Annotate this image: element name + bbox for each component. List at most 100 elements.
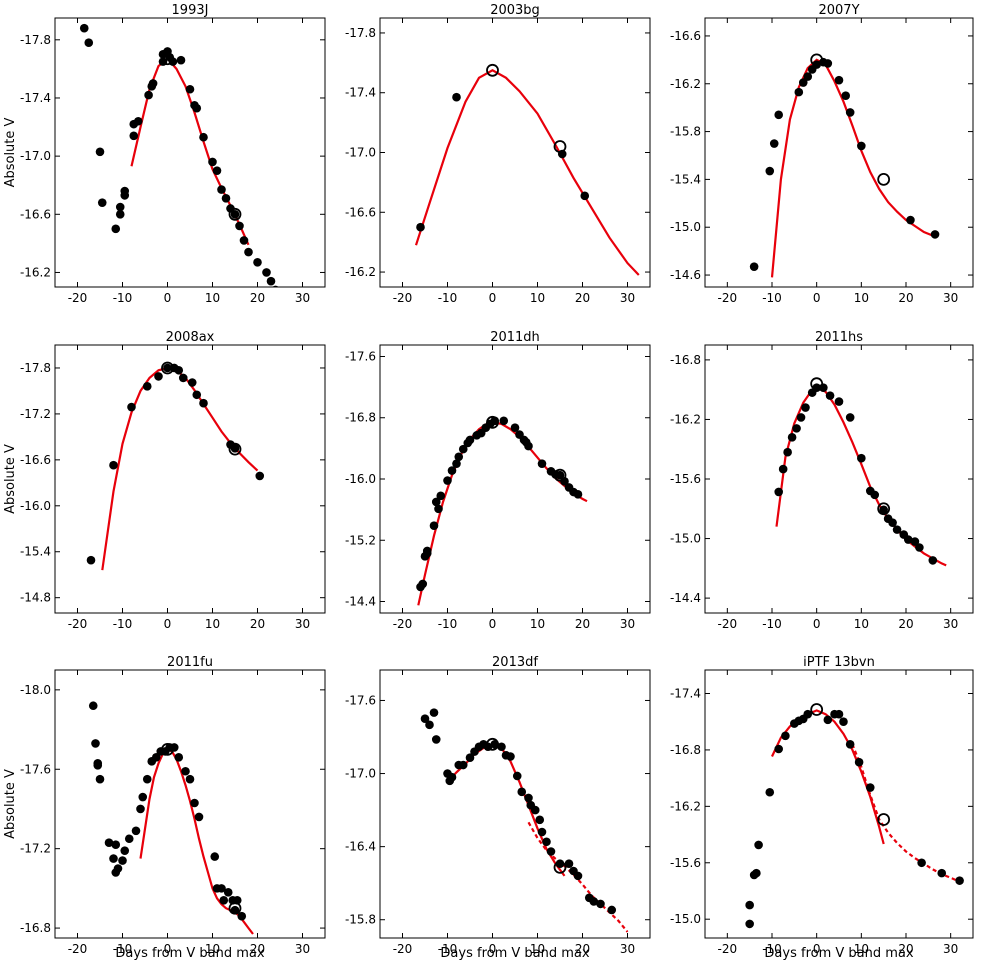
x-tick-label: -20 (393, 942, 413, 956)
data-point (138, 792, 148, 802)
x-tick-label: 30 (295, 942, 310, 956)
open-marker (161, 361, 174, 375)
x-tick-label: 20 (575, 942, 590, 956)
y-tick-label: -16.8 (670, 353, 701, 367)
data-point (217, 884, 226, 893)
data-point (192, 390, 202, 400)
y-tick-label: -14.4 (345, 595, 376, 609)
x-tick-label: -20 (718, 291, 738, 305)
panel-title: 2007Y (818, 3, 859, 18)
y-tick-label: -17.2 (20, 407, 51, 421)
y-tick-label: -17.2 (20, 842, 51, 856)
x-tick-label: 20 (250, 942, 265, 956)
panel-title: 2003bg (490, 3, 540, 18)
data-point (845, 739, 855, 749)
data-point (749, 262, 759, 271)
data-point (208, 157, 217, 167)
data-point (447, 466, 457, 475)
data-point (530, 805, 540, 815)
data-point (892, 525, 902, 534)
axes-frame (379, 17, 651, 288)
panel-title: 2011hs (815, 330, 863, 345)
data-point (190, 798, 199, 808)
y-tick-label: -18.0 (20, 683, 51, 697)
data-point (88, 701, 98, 711)
open-marker (553, 468, 567, 482)
data-point (86, 555, 96, 565)
y-tick-label: -17.6 (20, 762, 51, 776)
data-point (185, 84, 195, 94)
x-tick-label: 10 (205, 617, 220, 631)
data-point (542, 837, 551, 847)
data-point (144, 90, 153, 100)
data-point (857, 141, 866, 151)
y-tick-label: -16.8 (345, 411, 376, 425)
data-point (131, 826, 141, 836)
data-point (589, 897, 599, 906)
data-point (136, 804, 145, 814)
y-tick-label: -16.8 (20, 921, 51, 935)
x-tick-label: -10 (438, 942, 458, 956)
data-point (95, 774, 105, 784)
data-point (91, 739, 100, 748)
data-point (839, 717, 848, 727)
data-point (262, 268, 271, 277)
data-point (187, 378, 197, 387)
fit-curve (414, 69, 640, 276)
data-point (142, 382, 152, 391)
data-point (79, 23, 89, 33)
data-point (194, 812, 204, 822)
data-point (765, 787, 775, 797)
x-tick-label: -20 (393, 617, 413, 631)
fit-curve (101, 366, 259, 571)
data-point (510, 423, 520, 432)
data-point (239, 236, 249, 245)
data-point (120, 846, 130, 855)
data-point (769, 139, 779, 148)
open-marker (553, 860, 567, 874)
data-point (266, 276, 276, 286)
y-tick-label: -16.2 (670, 799, 701, 813)
y-tick-label: -16.6 (20, 207, 51, 221)
data-point (255, 471, 265, 481)
data-point (752, 868, 761, 878)
y-tick-label: -15.4 (670, 172, 701, 186)
fit-curve-dashed (851, 743, 965, 885)
x-tick-label: 10 (205, 942, 220, 956)
x-tick-label: -20 (718, 617, 738, 631)
y-tick-label: -14.8 (20, 591, 51, 605)
y-tick-label: -17.8 (20, 33, 51, 47)
data-point (93, 760, 103, 770)
x-tick-label: 20 (250, 617, 265, 631)
x-tick-label: 10 (205, 291, 220, 305)
data-point (812, 383, 821, 392)
data-point (178, 373, 188, 383)
data-point (174, 365, 184, 375)
y-tick-label: -16.4 (345, 840, 376, 854)
x-tick-label: 20 (575, 291, 590, 305)
data-point (163, 363, 172, 373)
x-tick-label: 30 (943, 617, 958, 631)
y-tick-label: -17.0 (20, 149, 51, 163)
axes-frame (54, 669, 326, 939)
data-point (431, 497, 441, 507)
y-tick-label: -15.0 (670, 220, 701, 234)
fit-curve (417, 421, 588, 606)
data-point (745, 900, 754, 910)
axes-frame (379, 669, 651, 939)
x-tick-label: 0 (164, 291, 172, 305)
panel-title: 1993J (172, 3, 209, 18)
data-point (774, 487, 783, 497)
y-tick-label: -14.6 (670, 268, 701, 282)
data-point (888, 518, 897, 527)
data-point (497, 742, 506, 752)
x-tick-label: -10 (113, 942, 133, 956)
y-tick-label: -15.6 (670, 472, 701, 486)
data-point (928, 556, 938, 565)
data-point (109, 854, 118, 863)
x-tick-label: 0 (813, 291, 821, 305)
data-point (537, 459, 547, 468)
data-point (230, 444, 240, 453)
data-point (825, 391, 835, 400)
data-point (955, 876, 964, 885)
